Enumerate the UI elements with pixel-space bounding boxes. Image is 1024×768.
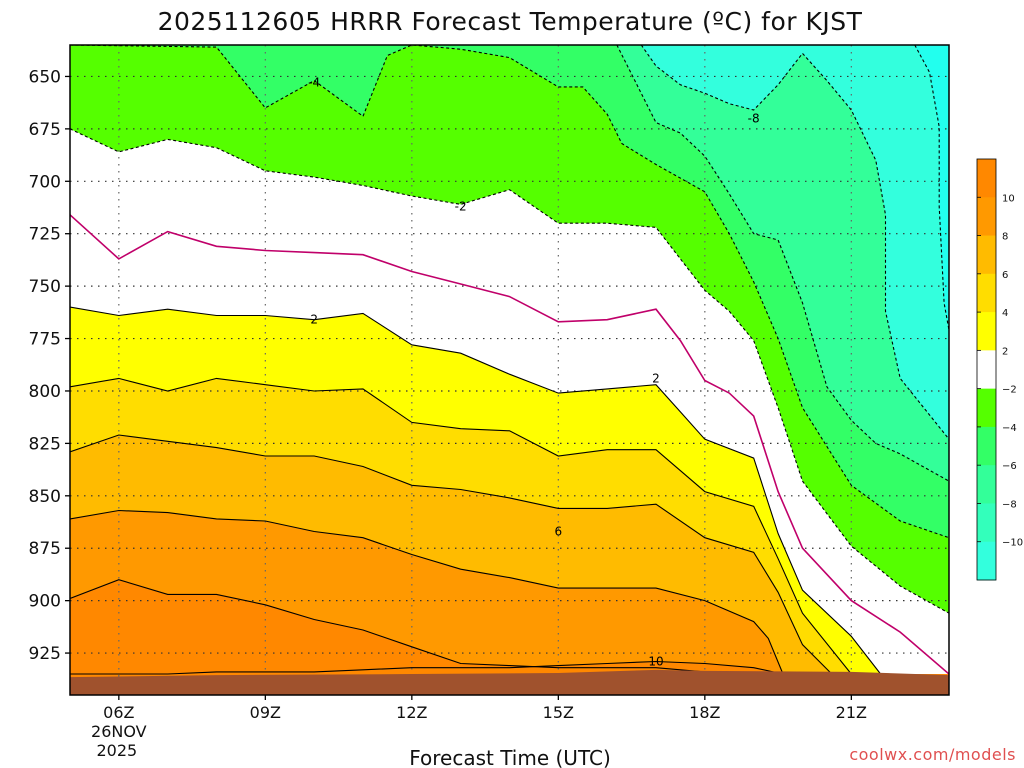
colorbar-label: −8 (1002, 499, 1017, 510)
y-tick-label: 675 (29, 120, 61, 140)
colorbar-swatch (977, 388, 996, 428)
colorbar-swatch (977, 541, 996, 581)
y-tick-label: 900 (29, 592, 61, 612)
y-tick-label: 725 (29, 225, 61, 245)
contour-line-level-minus-4 (70, 45, 949, 539)
colorbar-label: 10 (1002, 193, 1015, 204)
x-tick-label: 21Z (836, 703, 867, 722)
contour-lines (70, 45, 949, 675)
y-tick-label: 650 (29, 67, 61, 87)
y-tick-label: 800 (29, 382, 61, 402)
y-tick-label: 750 (29, 277, 61, 297)
x-tick-label: 15Z (543, 703, 574, 722)
colorbar-label: 6 (1002, 270, 1008, 281)
y-tick-label: 850 (29, 487, 61, 507)
x-tick-year-label: 2025 (96, 741, 137, 760)
contour-label: 10 (648, 654, 663, 668)
colorbar-label: −4 (1002, 423, 1017, 434)
y-tick-label: 775 (29, 330, 61, 350)
contour-label: -4 (308, 76, 320, 90)
colorbar-swatch (977, 235, 996, 275)
band-cold-2 (616, 45, 949, 482)
contour-line-level-2 (70, 377, 852, 675)
colorbar-swatch (977, 159, 996, 198)
colorbar-swatch (977, 350, 996, 390)
band-dark-orange (70, 579, 949, 695)
colorbar-frame (976, 158, 997, 581)
pressure-axis: 650 675 700 725 750 775 800 825 850 875 900 925 (29, 67, 70, 664)
y-tick-label: 925 (29, 644, 61, 664)
contour-line-level-6 (70, 509, 784, 675)
x-tick-date-label: 26NOV (91, 722, 147, 741)
contour-line-level-minus-8 (640, 45, 949, 440)
x-tick-label: 18Z (689, 703, 720, 722)
band-cold-3 (641, 45, 949, 440)
x-tick-label: 06Z (103, 703, 134, 722)
colorbar-label: 2 (1002, 346, 1008, 357)
contour-label: -2 (455, 199, 467, 213)
contour-label: -8 (748, 111, 760, 125)
colorbar-swatch (977, 503, 996, 543)
y-tick-label: 875 (29, 539, 61, 559)
x-tick-label: 09Z (250, 703, 281, 722)
y-tick-label: 825 (29, 434, 61, 454)
colorbar-label: 8 (1002, 232, 1008, 243)
contour-line-level-8 (70, 579, 754, 675)
colorbar-swatch (977, 197, 996, 237)
contour-label: 2 (652, 371, 660, 385)
chart-title: 2025112605 HRRR Forecast Temperature (ºC… (158, 7, 863, 36)
contour-line-level-0 (70, 214, 949, 675)
x-tick-label: 12Z (396, 703, 427, 722)
x-axis-label: Forecast Time (UTC) (409, 746, 611, 768)
contour-labels: 10 6 2 2 -2 -4 -8 (308, 76, 760, 669)
colorbar-label: −2 (1002, 385, 1017, 396)
contour-line-level-4 (70, 434, 833, 675)
colorbar-swatch (977, 273, 996, 313)
band-coldest (914, 45, 949, 331)
colorbar-swatch (977, 426, 996, 466)
credit-text: coolwx.com/models (849, 745, 1016, 764)
contour-label: 2 (310, 313, 318, 327)
contour-line-level-2 (70, 306, 882, 675)
y-tick-label: 700 (29, 172, 61, 192)
terrain-ground (70, 669, 949, 695)
contour-line-level-10 (70, 660, 784, 675)
colorbar-legend: 10 8 6 4 2 −2 −4 −6 −8 −10 (976, 158, 1023, 581)
ground-layer (70, 669, 949, 695)
contour-line-level-minus-2 (70, 128, 949, 614)
colorbar-label: −6 (1002, 461, 1017, 472)
plot-frame (69, 44, 950, 696)
colorbar-label: 4 (1002, 308, 1008, 319)
contour-label: 6 (555, 524, 563, 538)
colorbar-swatch (977, 312, 996, 351)
colorbar-label: −10 (1002, 538, 1023, 549)
colorbar-swatch (977, 465, 996, 504)
